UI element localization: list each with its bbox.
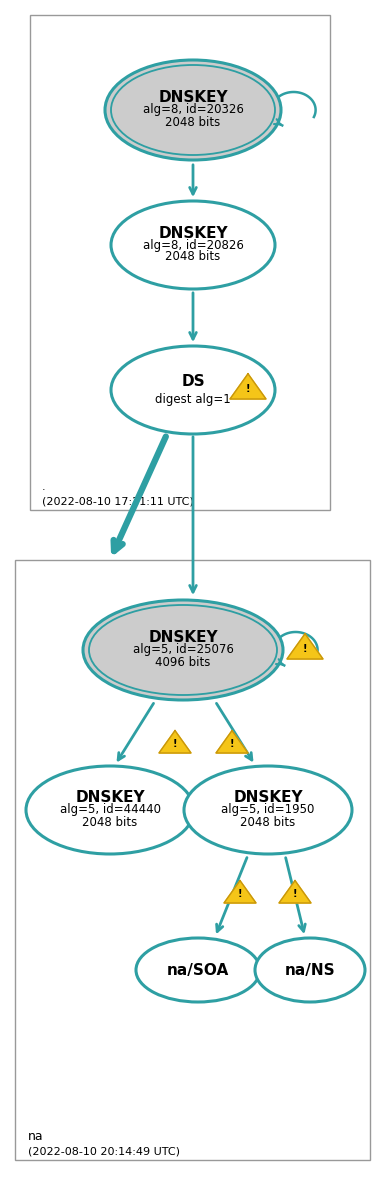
Text: 2048 bits: 2048 bits bbox=[165, 116, 221, 129]
Text: na/SOA: na/SOA bbox=[167, 962, 229, 978]
Text: DNSKEY: DNSKEY bbox=[233, 791, 303, 805]
Text: DS: DS bbox=[181, 374, 205, 390]
Text: na: na bbox=[28, 1131, 44, 1143]
Text: alg=8, id=20826: alg=8, id=20826 bbox=[143, 238, 244, 252]
Bar bbox=[15, 560, 370, 1159]
Text: DNSKEY: DNSKEY bbox=[148, 631, 218, 645]
Polygon shape bbox=[279, 880, 311, 903]
Text: 4096 bits: 4096 bits bbox=[155, 655, 211, 668]
Text: DNSKEY: DNSKEY bbox=[75, 791, 145, 805]
Ellipse shape bbox=[111, 201, 275, 289]
Text: !: ! bbox=[293, 890, 297, 899]
Polygon shape bbox=[216, 731, 248, 752]
Ellipse shape bbox=[255, 938, 365, 1002]
Polygon shape bbox=[159, 731, 191, 752]
Text: na/NS: na/NS bbox=[285, 962, 335, 978]
Text: alg=5, id=44440: alg=5, id=44440 bbox=[59, 803, 160, 816]
Text: .: . bbox=[42, 482, 46, 492]
Text: 2048 bits: 2048 bits bbox=[165, 250, 221, 264]
Text: !: ! bbox=[238, 890, 242, 899]
Text: !: ! bbox=[246, 384, 250, 394]
Text: alg=5, id=1950: alg=5, id=1950 bbox=[221, 803, 315, 816]
Ellipse shape bbox=[184, 766, 352, 854]
Ellipse shape bbox=[111, 346, 275, 433]
Ellipse shape bbox=[83, 600, 283, 700]
Text: DNSKEY: DNSKEY bbox=[158, 90, 228, 106]
Ellipse shape bbox=[136, 938, 260, 1002]
Text: DNSKEY: DNSKEY bbox=[158, 225, 228, 241]
Polygon shape bbox=[287, 633, 323, 659]
Ellipse shape bbox=[105, 60, 281, 160]
Text: alg=8, id=20326: alg=8, id=20326 bbox=[143, 104, 244, 117]
Text: digest alg=1: digest alg=1 bbox=[155, 394, 231, 407]
Text: (2022-08-10 17:21:11 UTC): (2022-08-10 17:21:11 UTC) bbox=[42, 496, 194, 506]
Text: alg=5, id=25076: alg=5, id=25076 bbox=[133, 643, 233, 656]
Polygon shape bbox=[230, 373, 266, 399]
Text: !: ! bbox=[303, 644, 307, 654]
Bar bbox=[30, 14, 330, 510]
Text: 2048 bits: 2048 bits bbox=[240, 815, 296, 828]
Text: !: ! bbox=[173, 739, 177, 749]
Text: !: ! bbox=[230, 739, 234, 749]
Ellipse shape bbox=[26, 766, 194, 854]
Polygon shape bbox=[224, 880, 256, 903]
Text: (2022-08-10 20:14:49 UTC): (2022-08-10 20:14:49 UTC) bbox=[28, 1146, 180, 1156]
Text: 2048 bits: 2048 bits bbox=[83, 815, 138, 828]
